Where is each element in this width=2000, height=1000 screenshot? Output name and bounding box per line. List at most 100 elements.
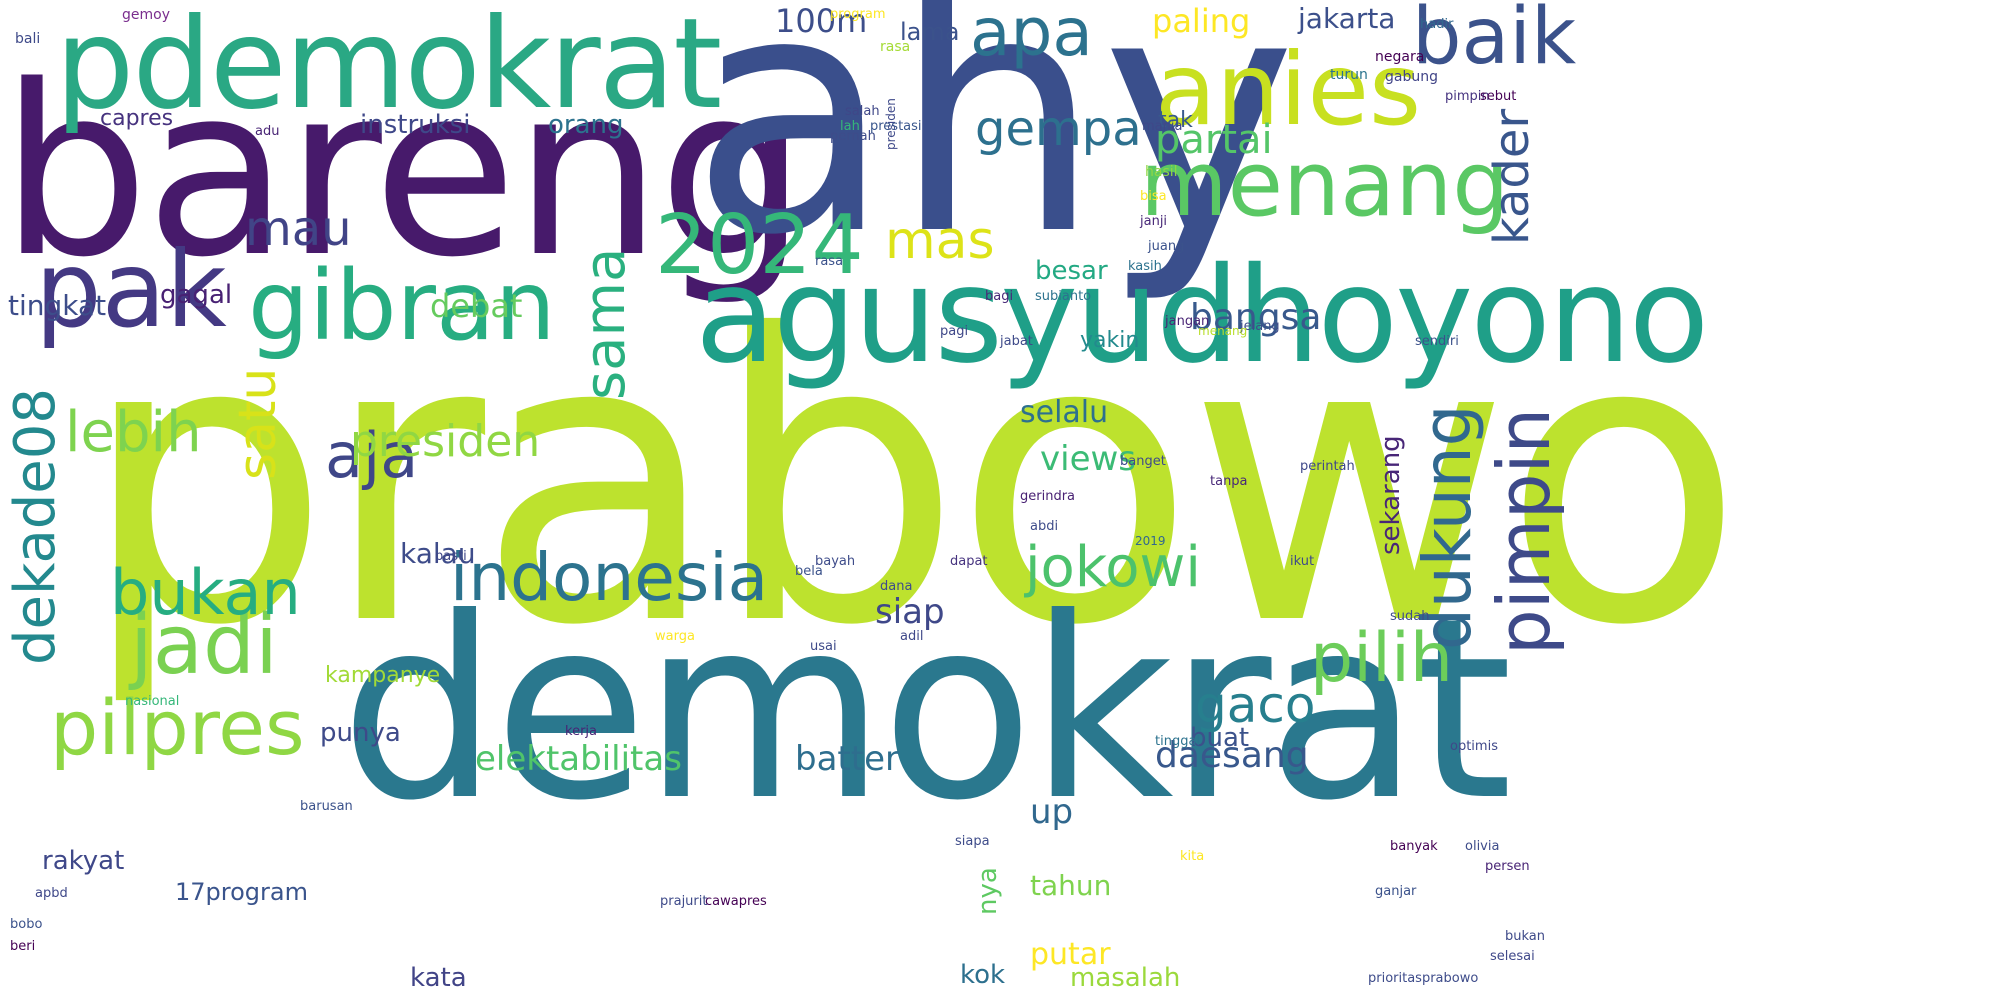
word-demokrat: demokrat <box>340 564 1513 855</box>
word-views: views <box>1040 439 1137 479</box>
word-gabung: gabung <box>1385 69 1438 85</box>
word-optimis: optimis <box>1450 739 1498 754</box>
word-2024: 2024 <box>655 198 864 293</box>
word-jadi: jadi <box>130 598 278 693</box>
word-kata: kata <box>410 963 467 993</box>
word-siapa: siapa <box>955 834 990 849</box>
word-cawapres: cawapres <box>705 894 767 909</box>
word-gaco: gaco <box>1195 676 1316 734</box>
word-pilpres: pilpres <box>50 683 305 772</box>
word-bangsa: bangsa <box>1190 297 1322 338</box>
word-debat: debat <box>430 287 523 325</box>
word-mau: mau <box>245 201 352 257</box>
word-dekade08: dekade08 <box>3 387 68 665</box>
word-hasil: hasil <box>1145 164 1178 180</box>
word-negara: negara <box>1375 49 1425 65</box>
word-pimpin: pimpin <box>1482 407 1566 655</box>
word-ikut: ikut <box>1290 554 1315 569</box>
word-beri: beri <box>10 939 36 954</box>
word-satu: satu <box>228 367 288 480</box>
word-hadir: hadir <box>1420 17 1454 32</box>
word-buat: buat <box>1190 723 1250 753</box>
word-pernah: pernah <box>830 129 876 144</box>
word-2019: 2019 <box>1135 534 1166 548</box>
word-orang: orang <box>548 110 624 140</box>
word-masalah: masalah <box>1070 963 1181 993</box>
word-pak: pak <box>35 229 227 351</box>
word-capres: capres <box>100 106 174 131</box>
word-tingkat: tingkat <box>8 289 107 322</box>
word-olivia: olivia <box>1465 839 1500 854</box>
word-bali: bali <box>15 31 41 47</box>
word-banget: banget <box>1120 454 1166 469</box>
word-dana: dana <box>880 579 913 594</box>
word-gerindra: gerindra <box>1020 489 1076 504</box>
word-bukan: bukan <box>110 556 301 629</box>
word-program: program <box>830 7 886 22</box>
word-siap: siap <box>875 592 945 632</box>
word-kita: kita <box>1180 849 1205 864</box>
word-bayah: bayah <box>815 554 856 569</box>
word-ganjar: ganjar <box>1375 884 1417 899</box>
word-punya: punya <box>320 718 401 748</box>
word-gemoy: gemoy <box>122 7 170 23</box>
word-tak: tak <box>1158 108 1193 133</box>
word-gagal: gagal <box>160 280 233 310</box>
word-subianto: subianto <box>1035 289 1092 304</box>
word-paling: paling <box>1152 2 1251 40</box>
word-pasti: pasti <box>435 549 467 564</box>
word-pdemokrat: pdemokrat <box>55 0 722 137</box>
word-rasa: rasa <box>880 39 911 55</box>
word-bukan-small: bukan <box>1505 929 1545 944</box>
word-selesai: selesai <box>1490 949 1535 964</box>
word-gempa: gempa <box>975 101 1142 157</box>
word-baik: baik <box>1412 0 1577 82</box>
word-selalu: selalu <box>1020 395 1109 430</box>
word-turun: turun <box>1330 67 1368 83</box>
word-kerja: kerja <box>565 724 597 739</box>
word-apa: apa <box>970 0 1093 71</box>
word-sama: sama <box>573 247 638 400</box>
word-prioritasprabowo: prioritasprabowo <box>1368 971 1479 986</box>
word-jelang: jelang <box>1240 319 1280 334</box>
word-pagi: pagi <box>940 324 969 339</box>
word-bagi: bagi <box>985 289 1014 304</box>
word-17program: 17program <box>175 878 308 906</box>
word-salah: salah <box>845 104 880 119</box>
word-sekarang: sekarang <box>1376 435 1406 555</box>
word-menang-small: menang <box>1198 324 1248 338</box>
word-lah: lah <box>840 119 860 134</box>
word-bela: bela <box>795 564 823 579</box>
word-janji: janji <box>1140 214 1168 229</box>
word-nya: nya <box>973 867 1003 915</box>
word-instruksi: instruksi <box>360 110 471 140</box>
word-lama: lama <box>900 18 960 46</box>
word-mas: mas <box>885 211 995 271</box>
word-rasa-2: rasa <box>815 254 844 269</box>
word-tinggal: tinggal <box>1155 734 1201 749</box>
word-kader: kader <box>1484 108 1540 245</box>
word-pimpin-small: pimpin <box>1445 89 1490 104</box>
word-indonesia: indonesia <box>450 539 769 616</box>
word-persen: persen <box>1485 859 1530 874</box>
word-kampanye: kampanye <box>325 663 441 688</box>
word-batter: batter <box>795 739 899 779</box>
word-perintah: perintah <box>1300 459 1355 474</box>
word-presiden: presiden <box>350 416 541 467</box>
word-prestasi: prestasi <box>870 119 922 134</box>
word-prajurit: prajurit <box>660 894 708 909</box>
word-banyak: banyak <box>1390 839 1438 854</box>
word-jabat: jabat <box>1000 334 1033 349</box>
word-abdi: abdi <box>1030 519 1059 534</box>
word-tanpa: tanpa <box>1210 474 1248 489</box>
word-ahy: ahy <box>690 0 1297 307</box>
word-kalau: kalau <box>400 537 476 570</box>
word-lebih: lebih <box>65 400 202 465</box>
word-agusyudhoyono: agusyudhoyono <box>695 239 1709 393</box>
word-putar: putar <box>1030 937 1111 972</box>
word-daesang: daesang <box>1155 735 1309 776</box>
word-besar: besar <box>1035 256 1108 286</box>
word-juang: juang <box>1148 239 1185 254</box>
word-sebut: sebut <box>1480 89 1517 104</box>
